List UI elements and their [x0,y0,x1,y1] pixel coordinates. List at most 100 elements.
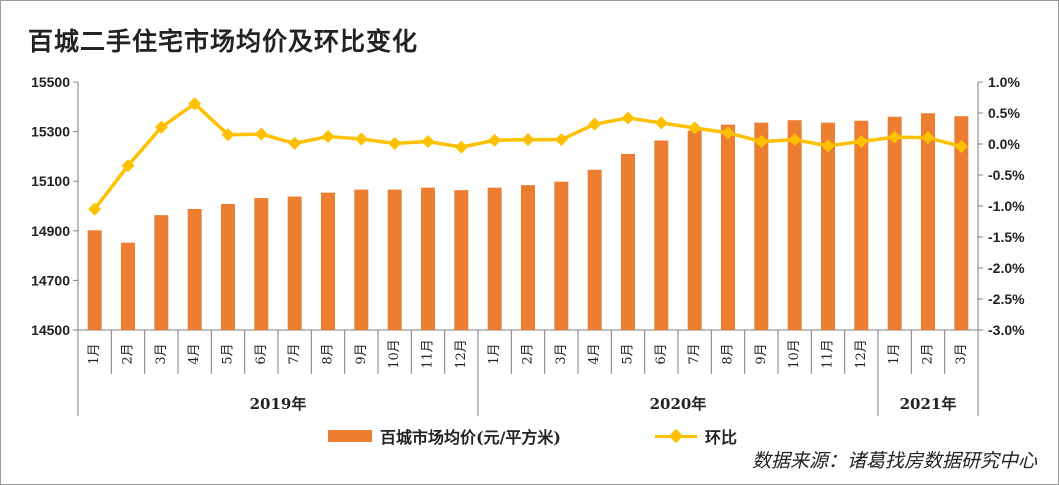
price-bar [887,116,902,330]
mom-point [621,111,635,125]
price-bar [821,122,835,330]
x-month-label: 5月 [221,343,236,364]
x-month-label: 4月 [587,343,602,364]
y-right-tick-label: -1.0% [988,198,1025,214]
price-bar [754,122,769,330]
y-left-tick-label: 14500 [31,322,70,338]
mom-point [188,97,202,111]
x-month-label: 10月 [787,339,802,369]
legend-label-price: 百城市场均价(元/平方米) [380,428,561,447]
chart-title: 百城二手住宅市场均价及环比变化 [28,27,419,56]
x-month-label: 3月 [154,343,169,364]
mom-point [321,130,335,144]
price-bar [387,189,402,330]
x-month-label: 8月 [321,343,336,364]
price-bar [187,208,202,330]
price-bar [121,242,135,330]
price-bar [221,204,235,330]
mom-point [588,117,602,131]
x-month-label: 5月 [621,343,636,364]
x-month-label: 6月 [654,343,669,364]
x-year-label: 2019年 [250,395,307,413]
x-month-label: 1月 [87,343,102,364]
price-bar [621,153,635,330]
mom-point [121,159,135,173]
y-right-tick-label: -1.5% [988,229,1025,245]
x-month-label: 1月 [487,343,502,364]
price-bar [854,120,869,330]
x-month-label: 3月 [554,343,569,364]
x-month-label: 3月 [954,343,969,364]
legend-swatch-line [655,429,697,443]
y-left-tick-label: 14700 [31,272,70,288]
x-month-label: 11月 [821,339,836,369]
x-month-label: 4月 [187,343,202,364]
y-right-tick-label: 0.5% [988,105,1020,121]
mom-point [754,135,768,149]
y-right-tick-label: -3.0% [988,322,1025,338]
y-right-tick-label: -2.5% [988,291,1025,307]
price-bar [921,113,935,330]
mom-point [688,121,702,135]
price-bar [487,187,502,330]
x-month-label: 10月 [387,339,402,369]
mom-point [721,126,735,140]
price-bar [687,130,702,330]
x-month-label: 8月 [721,343,736,364]
x-month-label: 2月 [121,343,136,364]
y-left-tick-label: 14900 [31,223,70,239]
price-bar [787,120,802,330]
x-month-label: 1月 [887,343,902,364]
price-bar [954,116,969,330]
mom-point [954,139,968,153]
mom-point [821,139,835,153]
mom-point [254,127,268,141]
mom-point [888,130,902,144]
price-bar [354,189,369,330]
price-bar [554,181,569,330]
mom-point [521,133,535,147]
legend-label-mom: 环比 [705,428,738,447]
x-year-label: 2021年 [900,395,957,413]
x-month-label: 2月 [921,343,936,364]
mom-point [788,133,802,147]
price-bar [421,187,435,330]
mom-point [421,135,435,149]
x-month-label: 12月 [854,339,869,369]
price-bar [654,140,669,330]
legend-swatch-bar [328,430,372,442]
x-year-label: 2020年 [650,395,707,413]
data-source-note: 数据来源：诸葛找房数据研究中心 [751,450,1037,472]
y-left-tick-label: 15300 [31,124,70,140]
mom-point [388,136,402,150]
x-month-label: 7月 [687,343,702,364]
price-bar [721,124,735,330]
price-bar [154,215,169,330]
y-right-tick-label: -0.5% [988,167,1025,183]
price-bar [254,198,269,330]
legend-item-price: 百城市场均价(元/平方米) [328,424,561,448]
price-bar [587,169,602,330]
y-right-tick-label: 0.0% [988,136,1020,152]
legend-item-mom: 环比 [655,424,737,448]
mom-point [921,131,935,145]
mom-point [554,133,568,147]
x-month-label: 7月 [287,343,302,364]
mom-point [88,202,102,216]
x-month-label: 9月 [354,343,369,364]
mom-point [221,128,235,142]
price-bar [287,196,302,330]
price-bar [87,230,102,330]
mom-point [488,133,502,147]
mom-point [454,140,468,154]
x-month-label: 9月 [754,343,769,364]
x-month-label: 2月 [521,343,536,364]
price-bar [521,185,535,330]
mom-point [354,132,368,146]
y-left-tick-label: 15100 [31,173,70,189]
mom-point [654,116,668,130]
y-left-tick-label: 15500 [31,74,70,90]
x-month-label: 12月 [454,339,469,369]
mom-point [154,120,168,134]
